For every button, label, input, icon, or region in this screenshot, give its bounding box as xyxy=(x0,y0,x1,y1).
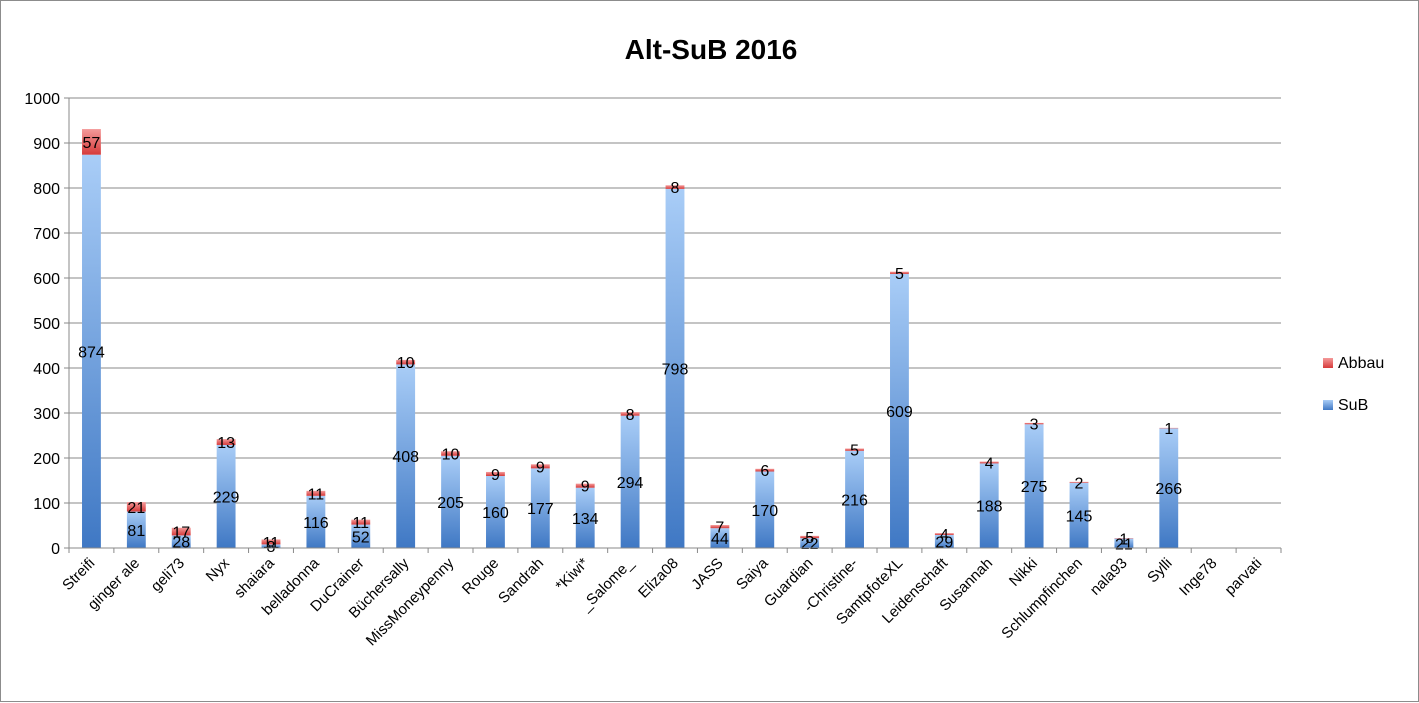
y-tick-label: 1000 xyxy=(24,91,60,108)
data-label-abbau: 1 xyxy=(1164,421,1173,438)
x-tick-label: geli73 xyxy=(148,555,188,595)
x-tick-label: Saiya xyxy=(733,554,772,593)
data-label-abbau: 11 xyxy=(308,486,325,503)
data-label-abbau: 8 xyxy=(671,180,680,197)
data-label-abbau: 13 xyxy=(217,435,235,452)
data-label-sub: 188 xyxy=(976,499,1003,516)
data-label-abbau: 21 xyxy=(127,500,145,517)
legend: Abbau SuB xyxy=(1323,355,1384,414)
y-tick-label: 200 xyxy=(33,451,60,468)
data-label-sub: 229 xyxy=(213,489,240,506)
data-label-abbau: 3 xyxy=(1030,417,1039,434)
data-label-abbau: 9 xyxy=(536,459,545,476)
data-label-sub: 874 xyxy=(78,344,105,361)
chart-title: Alt-SuB 2016 xyxy=(625,34,798,65)
y-tick-label: 600 xyxy=(33,271,60,288)
data-label-abbau: 7 xyxy=(715,520,724,537)
data-label-abbau: 5 xyxy=(895,266,904,283)
legend-label-abbau: Abbau xyxy=(1338,355,1384,372)
data-label-abbau: 2 xyxy=(1075,475,1084,492)
data-label-sub: 134 xyxy=(572,511,599,528)
data-label-abbau: 8 xyxy=(626,407,635,424)
data-label-sub: 216 xyxy=(841,492,868,509)
data-label-abbau: 5 xyxy=(850,443,859,460)
data-label-sub: 275 xyxy=(1021,479,1048,496)
x-tick-label: nala93 xyxy=(1087,555,1131,599)
data-label-sub: 266 xyxy=(1155,481,1182,498)
y-tick-label: 900 xyxy=(33,136,60,153)
data-label-sub: 408 xyxy=(392,449,419,466)
legend-label-sub: SuB xyxy=(1338,397,1368,414)
x-tick-label: *Kiwi* xyxy=(552,555,592,595)
x-tick-label: parvati xyxy=(1222,555,1266,599)
data-label-sub: 145 xyxy=(1066,508,1093,525)
y-tick-label: 400 xyxy=(33,361,60,378)
data-label-abbau: 5 xyxy=(805,530,814,547)
data-label-abbau: 6 xyxy=(760,463,769,480)
data-label-abbau: 4 xyxy=(940,527,949,544)
y-tick-label: 800 xyxy=(33,181,60,198)
data-label-abbau: 4 xyxy=(985,456,994,473)
data-label-sub: 205 xyxy=(437,495,464,512)
data-label-abbau: 11 xyxy=(263,535,280,552)
data-label-sub: 160 xyxy=(482,505,509,522)
data-label-sub: 170 xyxy=(751,503,778,520)
data-label-abbau: 10 xyxy=(397,355,415,372)
data-label-sub: 81 xyxy=(127,523,145,540)
x-tick-label: Nyx xyxy=(203,554,234,585)
y-tick-label: 0 xyxy=(51,541,60,558)
x-tick-label: Inge78 xyxy=(1176,555,1220,599)
y-tick-label: 700 xyxy=(33,226,60,243)
data-label-abbau: 1 xyxy=(1119,531,1128,548)
x-tick-label: Sylli xyxy=(1144,555,1175,586)
data-label-sub: 177 xyxy=(527,501,554,518)
data-label-abbau: 57 xyxy=(83,135,101,152)
data-label-abbau: 9 xyxy=(581,479,590,496)
data-label-sub: 116 xyxy=(303,515,329,532)
x-tick-label: Schlumpfinchen xyxy=(998,555,1085,642)
x-tick-label: Streifi xyxy=(59,555,98,594)
data-label-abbau: 11 xyxy=(352,515,369,532)
legend-swatch-abbau xyxy=(1323,358,1333,368)
x-tick-label: Sandrah xyxy=(495,555,547,607)
data-label-sub: 609 xyxy=(886,404,913,421)
x-tick-label: JASS xyxy=(688,555,727,594)
x-tick-label: Nikki xyxy=(1006,555,1041,590)
legend-swatch-sub xyxy=(1323,400,1333,410)
y-tick-label: 300 xyxy=(33,406,60,423)
y-tick-label: 500 xyxy=(33,316,60,333)
data-label-sub: 798 xyxy=(662,361,689,378)
data-label-sub: 294 xyxy=(617,475,644,492)
data-label-abbau: 10 xyxy=(442,447,460,464)
x-tick-label: Rouge xyxy=(459,555,502,598)
data-label-abbau: 17 xyxy=(172,525,190,542)
y-tick-label: 100 xyxy=(33,496,60,513)
data-label-abbau: 9 xyxy=(491,467,500,484)
x-tick-label: Eliza08 xyxy=(635,555,682,602)
y-axis: 0 100 200 300 400 500 600 700 800 900 1000 xyxy=(24,91,69,558)
